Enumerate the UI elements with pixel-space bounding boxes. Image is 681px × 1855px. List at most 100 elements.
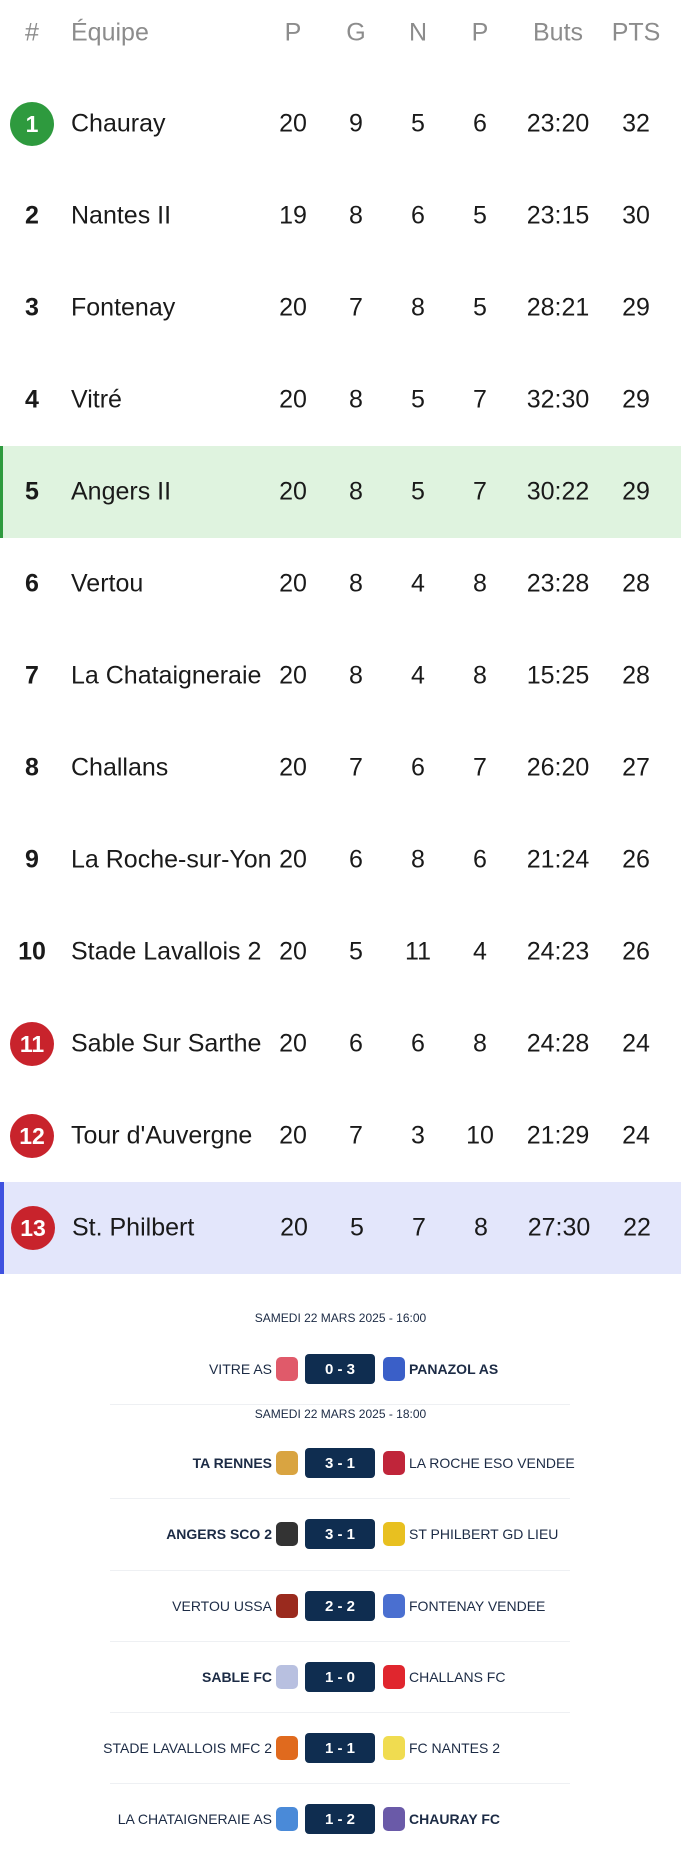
match-row[interactable]: VITRE AS 0 - 3 PANAZOL AS bbox=[0, 1349, 681, 1389]
away-team[interactable]: LA ROCHE ESO VENDEE bbox=[409, 1455, 575, 1471]
lost: 7 bbox=[473, 385, 487, 414]
team-name[interactable]: La Roche-sur-Yon bbox=[71, 845, 272, 874]
rank-badge: 11 bbox=[10, 1022, 54, 1066]
standings-row[interactable]: 10 Stade Lavallois 2 20 5 11 4 24:23 26 bbox=[0, 906, 681, 998]
points: 29 bbox=[622, 477, 650, 506]
points: 29 bbox=[622, 385, 650, 414]
standings-row[interactable]: 1 Chauray 20 9 5 6 23:20 32 bbox=[0, 78, 681, 170]
standings-row[interactable]: 8 Challans 20 7 6 7 26:20 27 bbox=[0, 722, 681, 814]
drawn: 3 bbox=[411, 1121, 425, 1150]
won: 8 bbox=[349, 385, 363, 414]
drawn: 5 bbox=[411, 109, 425, 138]
played: 20 bbox=[279, 569, 307, 598]
points: 28 bbox=[622, 569, 650, 598]
away-team[interactable]: FC NANTES 2 bbox=[409, 1740, 501, 1756]
match-row[interactable]: TA RENNES 3 - 1 LA ROCHE ESO VENDEE bbox=[0, 1443, 681, 1483]
home-team[interactable]: ANGERS SCO 2 bbox=[166, 1526, 272, 1542]
home-team[interactable]: STADE LAVALLOIS MFC 2 bbox=[103, 1740, 272, 1756]
standings-row[interactable]: 5 Angers II 20 8 5 7 30:22 29 bbox=[0, 446, 681, 538]
won: 8 bbox=[349, 661, 363, 690]
home-team[interactable]: VERTOU USSA bbox=[172, 1598, 272, 1614]
drawn: 6 bbox=[411, 753, 425, 782]
rank: 5 bbox=[25, 477, 39, 506]
team-name[interactable]: Challans bbox=[71, 753, 169, 782]
standings-row[interactable]: 4 Vitré 20 8 5 7 32:30 29 bbox=[0, 354, 681, 446]
played: 20 bbox=[279, 109, 307, 138]
standings-row[interactable]: 12 Tour d'Auvergne 20 7 3 10 21:29 24 bbox=[0, 1090, 681, 1182]
played: 20 bbox=[279, 293, 307, 322]
rank: 10 bbox=[18, 937, 46, 966]
away-team[interactable]: ST PHILBERT GD LIEU bbox=[409, 1526, 559, 1542]
team-name[interactable]: Chauray bbox=[71, 109, 166, 138]
score-box[interactable]: 1 - 0 bbox=[305, 1662, 375, 1692]
away-team-logo-icon bbox=[383, 1522, 405, 1546]
match-row[interactable]: SABLE FC 1 - 0 CHALLANS FC bbox=[0, 1657, 681, 1697]
away-team[interactable]: CHAURAY FC bbox=[409, 1811, 501, 1827]
team-name[interactable]: Angers II bbox=[71, 477, 172, 506]
score-box[interactable]: 2 - 2 bbox=[305, 1591, 375, 1621]
home-team-logo-icon bbox=[276, 1665, 298, 1689]
header-drawn: N bbox=[408, 18, 428, 47]
standings-row[interactable]: 13 St. Philbert 20 5 7 8 27:30 22 bbox=[0, 1182, 681, 1274]
standings-row[interactable]: 7 La Chataigneraie 20 8 4 8 15:25 28 bbox=[0, 630, 681, 722]
standings-row[interactable]: 3 Fontenay 20 7 8 5 28:21 29 bbox=[0, 262, 681, 354]
away-team-logo-icon bbox=[383, 1594, 405, 1618]
lost: 5 bbox=[473, 293, 487, 322]
lost: 6 bbox=[473, 109, 487, 138]
standings-row[interactable]: 6 Vertou 20 8 4 8 23:28 28 bbox=[0, 538, 681, 630]
won: 7 bbox=[349, 753, 363, 782]
played: 20 bbox=[279, 753, 307, 782]
score-box[interactable]: 1 - 2 bbox=[305, 1804, 375, 1834]
team-name[interactable]: St. Philbert bbox=[72, 1213, 195, 1242]
home-team-logo-icon bbox=[276, 1807, 298, 1831]
goals: 27:30 bbox=[527, 1213, 591, 1242]
match-row[interactable]: STADE LAVALLOIS MFC 2 1 - 1 FC NANTES 2 bbox=[0, 1728, 681, 1768]
away-team[interactable]: FONTENAY VENDEE bbox=[409, 1598, 546, 1614]
team-name[interactable]: La Chataigneraie bbox=[71, 661, 262, 690]
away-team[interactable]: PANAZOL AS bbox=[409, 1361, 499, 1377]
points: 26 bbox=[622, 937, 650, 966]
header-points: PTS bbox=[611, 18, 661, 47]
lost: 8 bbox=[473, 661, 487, 690]
divider bbox=[110, 1570, 570, 1571]
lost: 7 bbox=[473, 753, 487, 782]
points: 32 bbox=[622, 109, 650, 138]
drawn: 6 bbox=[411, 201, 425, 230]
played: 20 bbox=[280, 1213, 308, 1242]
score-box[interactable]: 0 - 3 bbox=[305, 1354, 375, 1384]
home-team[interactable]: VITRE AS bbox=[208, 1361, 272, 1377]
home-team-logo-icon bbox=[276, 1451, 298, 1475]
match-row[interactable]: LA CHATAIGNERAIE AS 1 - 2 CHAURAY FC bbox=[0, 1799, 681, 1839]
team-name[interactable]: Vertou bbox=[71, 569, 144, 598]
team-name[interactable]: Nantes II bbox=[71, 201, 172, 230]
team-name[interactable]: Fontenay bbox=[71, 293, 176, 322]
goals: 28:21 bbox=[526, 293, 590, 322]
match-row[interactable]: VERTOU USSA 2 - 2 FONTENAY VENDEE bbox=[0, 1586, 681, 1626]
goals: 23:15 bbox=[526, 201, 590, 230]
score-box[interactable]: 3 - 1 bbox=[305, 1448, 375, 1478]
team-name[interactable]: Stade Lavallois 2 bbox=[71, 937, 262, 966]
standings-row[interactable]: 9 La Roche-sur-Yon 20 6 8 6 21:24 26 bbox=[0, 814, 681, 906]
drawn: 7 bbox=[412, 1213, 426, 1242]
home-team[interactable]: SABLE FC bbox=[202, 1669, 272, 1685]
home-team[interactable]: LA CHATAIGNERAIE AS bbox=[117, 1811, 272, 1827]
header-lost: P bbox=[471, 18, 489, 47]
home-team[interactable]: TA RENNES bbox=[192, 1455, 272, 1471]
away-team[interactable]: CHALLANS FC bbox=[409, 1669, 506, 1685]
score-box[interactable]: 1 - 1 bbox=[305, 1733, 375, 1763]
header-won: G bbox=[346, 18, 366, 47]
standings-row[interactable]: 2 Nantes II 19 8 6 5 23:15 30 bbox=[0, 170, 681, 262]
points: 30 bbox=[622, 201, 650, 230]
team-name[interactable]: Tour d'Auvergne bbox=[71, 1121, 253, 1150]
match-row[interactable]: ANGERS SCO 2 3 - 1 ST PHILBERT GD LIEU bbox=[0, 1514, 681, 1554]
score-box[interactable]: 3 - 1 bbox=[305, 1519, 375, 1549]
goals: 23:28 bbox=[526, 569, 590, 598]
team-name[interactable]: Vitré bbox=[71, 385, 122, 414]
goals: 23:20 bbox=[526, 109, 590, 138]
standings-row[interactable]: 11 Sable Sur Sarthe 20 6 6 8 24:28 24 bbox=[0, 998, 681, 1090]
team-name[interactable]: Sable Sur Sarthe bbox=[71, 1029, 262, 1058]
goals: 15:25 bbox=[526, 661, 590, 690]
rank: 3 bbox=[25, 293, 39, 322]
won: 5 bbox=[350, 1213, 364, 1242]
played: 20 bbox=[279, 937, 307, 966]
